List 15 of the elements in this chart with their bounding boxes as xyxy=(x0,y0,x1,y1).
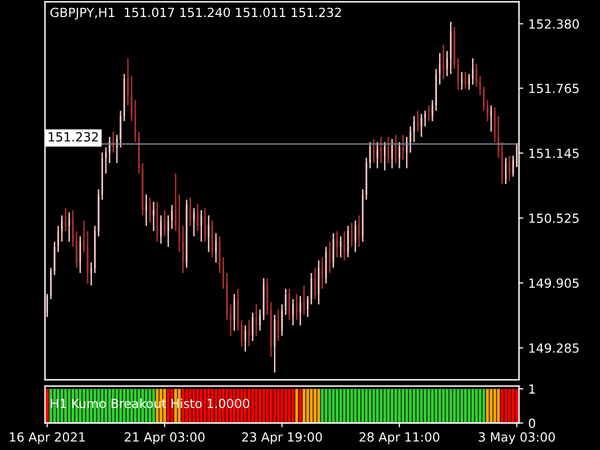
y-tick-label: 151.145 xyxy=(529,148,579,158)
y-tick-label: 1 xyxy=(529,384,535,394)
x-tick-label: 23 Apr 19:00 xyxy=(242,432,322,444)
x-tick-label: 3 May 03:00 xyxy=(478,432,555,444)
ref-line-label: 151.232 xyxy=(48,132,98,142)
x-tick-label: 16 Apr 2021 xyxy=(10,432,85,444)
y-tick-label: 0 xyxy=(528,418,536,428)
x-tick-label: 28 Apr 11:00 xyxy=(360,432,440,444)
chart-title: GBPJPY,H1 151.017 151.240 151.011 151.232 xyxy=(50,8,341,20)
y-tick-label: 151.765 xyxy=(529,84,579,94)
y-tick-label: 150.525 xyxy=(529,213,579,223)
y-tick-label: 149.905 xyxy=(529,278,579,288)
y-tick-label: 152.380 xyxy=(529,19,579,29)
x-tick-label: 21 Apr 03:00 xyxy=(124,432,205,444)
y-tick-label: 149.285 xyxy=(529,343,579,353)
